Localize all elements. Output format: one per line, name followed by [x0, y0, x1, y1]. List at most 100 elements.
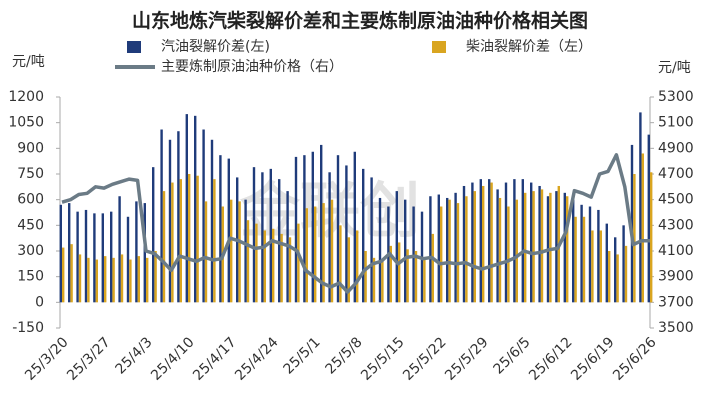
- y-tick-label: 600: [17, 192, 44, 208]
- bar: [168, 139, 172, 303]
- bar: [389, 245, 392, 303]
- bar: [647, 134, 650, 303]
- y2-tick-label: 4500: [658, 192, 694, 208]
- bar: [456, 203, 460, 303]
- bar: [330, 199, 334, 303]
- bar: [639, 112, 642, 303]
- bar: [608, 251, 611, 303]
- line: [61, 153, 650, 294]
- y2-tick-label: 4900: [658, 140, 694, 156]
- bar: [622, 225, 625, 303]
- bar: [70, 244, 73, 303]
- y2-tick-label: 3900: [658, 269, 694, 285]
- bar: [515, 199, 518, 303]
- bar: [322, 203, 325, 303]
- bar: [339, 225, 342, 303]
- bar: [616, 254, 619, 303]
- bar: [423, 259, 426, 303]
- bar: [288, 237, 292, 303]
- bar: [59, 204, 62, 303]
- bar: [488, 179, 491, 303]
- chart-title: 山东地炼汽柴裂解价差和主要炼制原油油种价格相关图: [132, 9, 588, 32]
- bar: [437, 194, 440, 303]
- bar: [101, 213, 104, 303]
- bar: [372, 257, 376, 303]
- bar: [84, 209, 88, 303]
- bar: [591, 230, 594, 303]
- bar: [454, 192, 457, 303]
- y2-axis-label: 元/吨: [658, 60, 691, 76]
- bar: [244, 199, 247, 303]
- legend-swatch: [127, 41, 141, 53]
- y-tick-label: 450: [17, 217, 44, 233]
- bar: [160, 129, 163, 303]
- bar: [278, 179, 281, 303]
- bar: [524, 192, 527, 303]
- y-tick-label: 750: [17, 166, 44, 182]
- bar: [356, 230, 359, 303]
- bar: [336, 155, 340, 303]
- bar: [555, 191, 558, 303]
- bar: [378, 197, 382, 303]
- bar: [530, 182, 533, 303]
- bar: [630, 144, 634, 303]
- bar: [465, 196, 468, 303]
- y-tick-label: 300: [17, 243, 44, 259]
- bar: [490, 182, 493, 303]
- bar: [574, 216, 577, 303]
- legend-label: 柴油裂解价差（左）: [466, 39, 592, 55]
- bar: [137, 256, 140, 303]
- bar: [381, 261, 384, 303]
- bar: [314, 206, 317, 303]
- bar: [614, 237, 617, 303]
- bar: [582, 216, 586, 303]
- bar: [135, 201, 138, 303]
- bar: [532, 191, 535, 303]
- bar: [269, 168, 272, 303]
- bar: [185, 114, 188, 303]
- bar: [473, 191, 476, 303]
- bar: [448, 199, 451, 303]
- legend-label: 汽油裂解价差(左): [161, 39, 270, 55]
- bar: [320, 144, 323, 303]
- bar: [255, 223, 258, 303]
- bar: [406, 249, 409, 303]
- bar: [171, 182, 174, 303]
- bar: [462, 185, 466, 303]
- bar: [263, 230, 266, 303]
- bar: [110, 211, 113, 303]
- bar: [68, 203, 71, 303]
- bar: [294, 156, 298, 303]
- y-tick-label: 0: [35, 294, 44, 310]
- bar: [230, 199, 233, 303]
- bar: [305, 208, 308, 303]
- bar: [641, 153, 644, 303]
- bar: [599, 230, 602, 303]
- bar: [213, 179, 216, 303]
- y2-tick-label: 5300: [658, 89, 694, 105]
- bar: [362, 168, 365, 303]
- bar: [62, 247, 65, 303]
- bar: [580, 204, 583, 303]
- bar: [188, 174, 191, 303]
- bar: [404, 199, 407, 303]
- bar: [202, 129, 205, 303]
- bar: [471, 182, 474, 303]
- bar: [196, 175, 199, 303]
- bar: [272, 228, 275, 303]
- bar: [238, 201, 241, 303]
- bar: [194, 115, 197, 303]
- y-axis-label: 元/吨: [12, 54, 45, 70]
- bar: [504, 182, 508, 303]
- bar: [146, 257, 149, 303]
- bar: [76, 211, 79, 303]
- bar: [297, 223, 300, 303]
- bar: [162, 191, 166, 303]
- y-tick-label: 150: [17, 269, 44, 285]
- bar: [353, 151, 356, 303]
- y2-tick-label: 3700: [658, 294, 694, 310]
- bar: [431, 233, 434, 303]
- bar: [597, 209, 600, 303]
- bar: [252, 167, 256, 303]
